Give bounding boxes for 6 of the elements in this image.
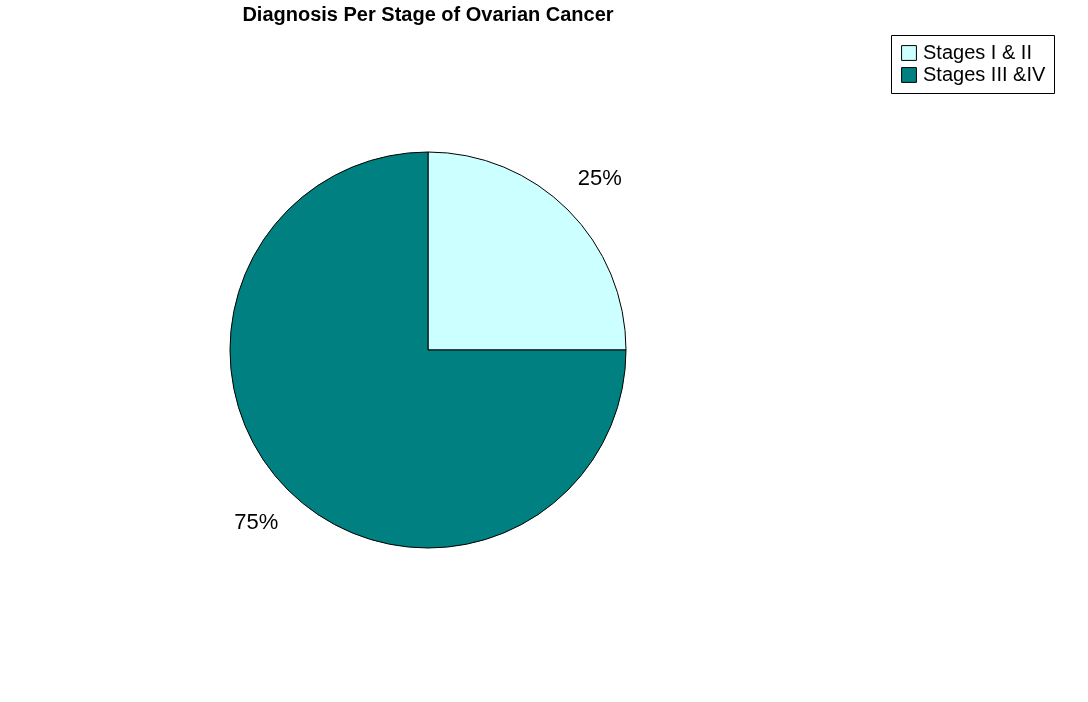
legend-label: Stages I & II [923, 41, 1032, 63]
data-label: 25% [577, 165, 622, 191]
data-label: 75% [234, 508, 279, 534]
chart-title: Diagnosis Per Stage of Ovarian Cancer [242, 3, 614, 25]
pie-slice [229, 151, 627, 549]
legend-label: Stages III &IV [923, 63, 1046, 85]
